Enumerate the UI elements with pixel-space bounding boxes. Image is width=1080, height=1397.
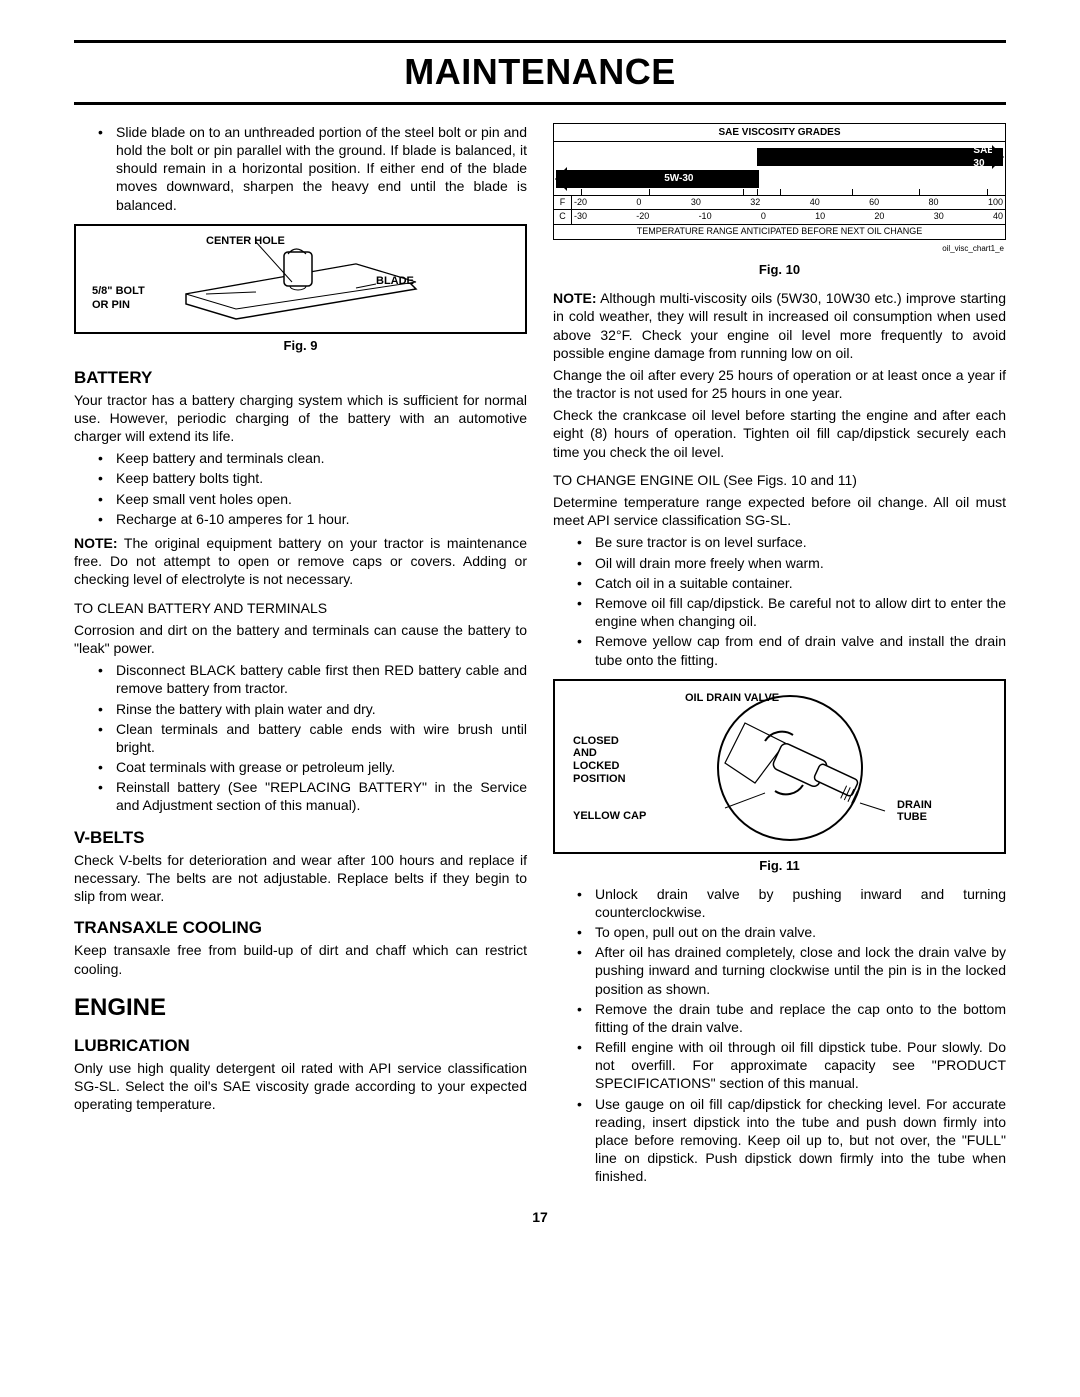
chart-c-vals: -30 -20 -10 0 10 20 30 40: [572, 210, 1005, 224]
chart-footer: TEMPERATURE RANGE ANTICIPATED BEFORE NEX…: [554, 225, 1005, 239]
battery-bullets: Keep battery and terminals clean. Keep b…: [74, 449, 527, 528]
battery-bullet: Keep small vent holes open.: [98, 490, 527, 508]
chart-bar-5w30: 5W-30: [556, 170, 759, 188]
oil-bullet: To open, pull out on the drain valve.: [577, 923, 1006, 941]
oil-bullet: Remove yellow cap from end of drain valv…: [577, 632, 1006, 668]
oil-bullet: Catch oil in a suitable container.: [577, 574, 1006, 592]
f-val: 60: [869, 197, 879, 209]
blade-intro-list: Slide blade on to an unthreaded portion …: [74, 123, 527, 214]
chart-unit-c: C: [554, 210, 572, 224]
blade-diagram: CENTER HOLE 5/8" BOLTOR PIN BLADE: [86, 234, 515, 324]
clean-battery-heading: TO CLEAN BATTERY AND TERMINALS: [74, 599, 527, 617]
left-column: Slide blade on to an unthreaded portion …: [74, 123, 527, 1192]
clean-battery-intro: Corrosion and dirt on the battery and te…: [74, 621, 527, 657]
clean-bullet: Rinse the battery with plain water and d…: [98, 700, 527, 718]
oil-bullet: Use gauge on oil fill cap/dipstick for c…: [577, 1095, 1006, 1186]
c-val: -20: [636, 211, 649, 223]
vbelts-heading: V-BELTS: [74, 827, 527, 849]
lubrication-text: Only use high quality detergent oil rate…: [74, 1059, 527, 1114]
clean-bullet: Clean terminals and battery cable ends w…: [98, 720, 527, 756]
fig9-box: CENTER HOLE 5/8" BOLTOR PIN BLADE: [74, 224, 527, 334]
page-number: 17: [74, 1208, 1006, 1226]
vbelts-text: Check V-belts for deterioration and wear…: [74, 851, 527, 906]
fig11-caption: Fig. 11: [553, 858, 1006, 875]
chart-bar-sae30: SAE 30: [757, 148, 1003, 166]
c-val: -10: [699, 211, 712, 223]
clean-bullet: Reinstall battery (See "REPLACING BATTER…: [98, 778, 527, 814]
fig11-box: OIL DRAIN VALVE CLOSEDANDLOCKEDPOSITION …: [553, 679, 1006, 854]
c-val: -30: [574, 211, 587, 223]
right-column: SAE VISCOSITY GRADES SAE 30 5W-30 F: [553, 123, 1006, 1192]
blade-intro-bullet: Slide blade on to an unthreaded portion …: [98, 123, 527, 214]
battery-bullet: Recharge at 6-10 amperes for 1 hour.: [98, 510, 527, 528]
fig11-label-yellow: YELLOW CAP: [573, 809, 646, 823]
change-oil-bullets-2: Unlock drain valve by pushing inward and…: [553, 885, 1006, 1186]
clean-bullet: Disconnect BLACK battery cable first the…: [98, 661, 527, 697]
oil-bullet: Be sure tractor is on level surface.: [577, 533, 1006, 551]
fig9-caption: Fig. 9: [74, 338, 527, 355]
fig10-caption: Fig. 10: [553, 262, 1006, 279]
oil-bullet: After oil has drained completely, close …: [577, 943, 1006, 998]
oil-bullet: Unlock drain valve by pushing inward and…: [577, 885, 1006, 921]
battery-heading: BATTERY: [74, 367, 527, 389]
battery-note: NOTE: The original equipment battery on …: [74, 534, 527, 589]
c-val: 10: [815, 211, 825, 223]
f-val: 40: [810, 197, 820, 209]
oil-bullet: Refill engine with oil through oil fill …: [577, 1038, 1006, 1093]
crankcase-check: Check the crankcase oil level before sta…: [553, 406, 1006, 461]
oil-diagram: OIL DRAIN VALVE CLOSEDANDLOCKEDPOSITION …: [565, 689, 994, 844]
c-val: 30: [934, 211, 944, 223]
f-val: -20: [574, 197, 587, 209]
change-oil-bullets-1: Be sure tractor is on level surface. Oil…: [553, 533, 1006, 668]
chart-area: SAE 30 5W-30: [554, 142, 1005, 196]
f-val: 100: [988, 197, 1003, 209]
chart-scale-f: F -20 0 30 32 40 60 80 100: [554, 196, 1005, 211]
chart-ticks: [554, 189, 1005, 195]
change-interval: Change the oil after every 25 hours of o…: [553, 366, 1006, 402]
transaxle-text: Keep transaxle free from build-up of dir…: [74, 941, 527, 977]
battery-bullet: Keep battery and terminals clean.: [98, 449, 527, 467]
lubrication-heading: LUBRICATION: [74, 1035, 527, 1057]
page-title: MAINTENANCE: [74, 49, 1006, 105]
f-val: 30: [691, 197, 701, 209]
fig9-label-blade: BLADE: [376, 274, 414, 288]
f-val: 32: [750, 197, 760, 209]
engine-heading: ENGINE: [74, 992, 527, 1023]
f-val: 80: [929, 197, 939, 209]
fig11-label-closed: CLOSEDANDLOCKEDPOSITION: [573, 735, 626, 786]
chart-f-vals: -20 0 30 32 40 60 80 100: [572, 196, 1005, 210]
chart-unit-f: F: [554, 196, 572, 210]
c-val: 0: [761, 211, 766, 223]
battery-bullet: Keep battery bolts tight.: [98, 469, 527, 487]
oil-bullet: Remove the drain tube and replace the ca…: [577, 1000, 1006, 1036]
fig11-label-valve: OIL DRAIN VALVE: [685, 691, 779, 705]
battery-intro: Your tractor has a battery charging syst…: [74, 391, 527, 446]
chart-credit: oil_visc_chart1_e: [553, 244, 1006, 262]
fig11-label-drain: DRAINTUBE: [897, 799, 932, 824]
oil-bullet: Oil will drain more freely when warm.: [577, 554, 1006, 572]
top-rule: [74, 40, 1006, 43]
chart-title: SAE VISCOSITY GRADES: [554, 124, 1005, 142]
clean-battery-bullets: Disconnect BLACK battery cable first the…: [74, 661, 527, 815]
fig9-label-center-hole: CENTER HOLE: [206, 234, 285, 248]
oil-bullet: Remove oil fill cap/dipstick. Be careful…: [577, 594, 1006, 630]
fig9-label-bolt: 5/8" BOLTOR PIN: [92, 284, 145, 313]
oil-drain-svg: [695, 693, 905, 843]
c-val: 20: [874, 211, 884, 223]
content-columns: Slide blade on to an unthreaded portion …: [74, 123, 1006, 1192]
change-oil-heading: TO CHANGE ENGINE OIL (See Figs. 10 and 1…: [553, 471, 1006, 489]
viscosity-note: NOTE: Although multi-viscosity oils (5W3…: [553, 289, 1006, 362]
chart-scale-c: C -30 -20 -10 0 10 20 30 40: [554, 210, 1005, 225]
viscosity-chart: SAE VISCOSITY GRADES SAE 30 5W-30 F: [553, 123, 1006, 240]
change-oil-intro: Determine temperature range expected bef…: [553, 493, 1006, 529]
transaxle-heading: TRANSAXLE COOLING: [74, 917, 527, 939]
f-val: 0: [636, 197, 641, 209]
clean-bullet: Coat terminals with grease or petroleum …: [98, 758, 527, 776]
c-val: 40: [993, 211, 1003, 223]
